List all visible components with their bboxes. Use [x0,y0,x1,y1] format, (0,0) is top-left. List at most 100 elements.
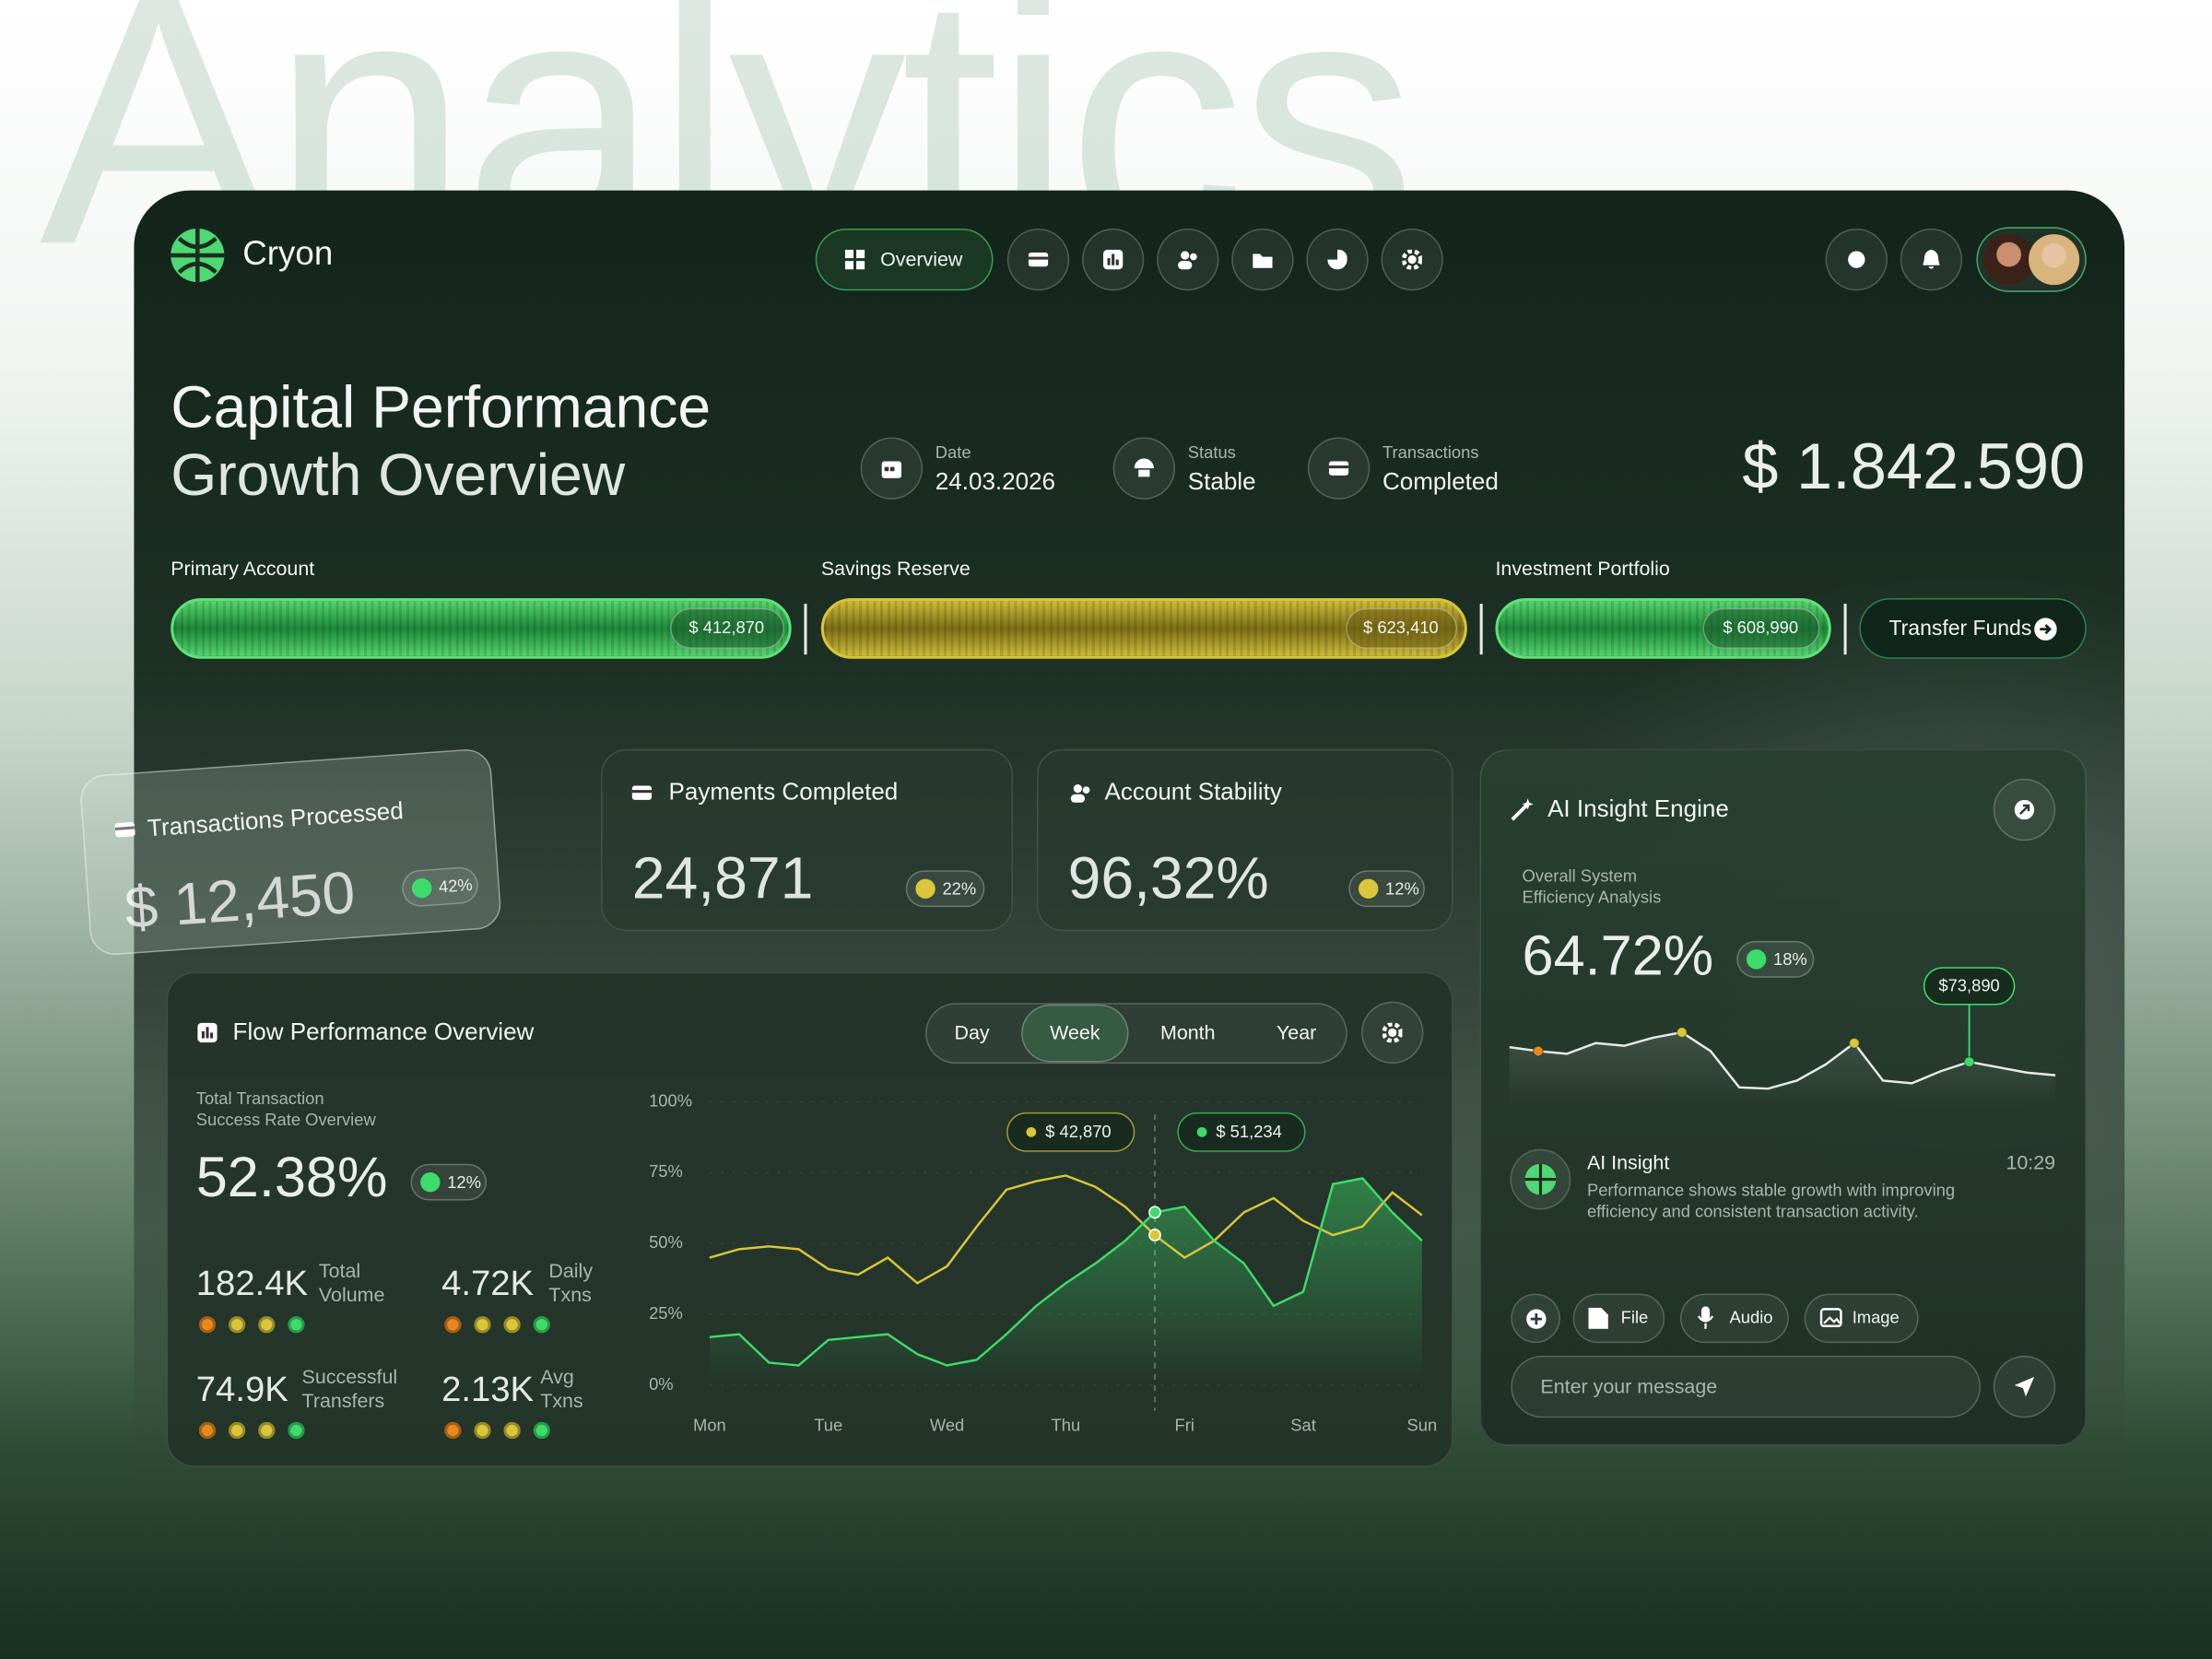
icon [1525,1308,1546,1329]
highlight-point [1676,1026,1688,1039]
attach-file[interactable] [1572,1293,1665,1344]
highlight-point [1532,1045,1545,1057]
stat-value: 24,871 [631,844,814,912]
message-text: efficiency and consistent transaction ac… [1586,1201,1919,1222]
icon [1511,798,1534,821]
search-button[interactable] [1825,228,1888,291]
panel-title: Flow Performance Overview [232,1018,535,1045]
attach-image[interactable] [1804,1293,1919,1344]
metric-value: 2.13K [441,1370,535,1410]
icon [1848,251,1865,268]
status-dot [444,1316,462,1334]
metric-label: Txns [540,1389,583,1412]
add-button[interactable] [1511,1293,1560,1344]
stat-card: Account Stability 96,32% 12% [1036,748,1453,932]
nav-cards[interactable] [1006,228,1070,291]
change-value: 12% [1385,878,1419,899]
icon [1028,252,1049,267]
nav-reports[interactable] [1081,228,1145,291]
success-rate: 52.38% [195,1147,388,1209]
attach-label: File [1620,1307,1649,1328]
account-label: Investment Portfolio [1495,556,1670,580]
stat-value: 96,32% [1067,844,1269,912]
message-input[interactable] [1511,1355,1981,1418]
change-pill: 12% [1348,870,1425,908]
expand-button[interactable] [1993,778,2056,841]
y-tick-label: 100% [649,1090,692,1110]
button-label: Transfer Funds [1888,616,2032,641]
total-balance: $ 1.842.590 [1742,429,2086,503]
nav-overview[interactable] [815,228,994,291]
icon [1588,1307,1608,1329]
avatar [1983,234,2035,286]
status-dot [198,1316,217,1334]
tab[interactable]: Day [954,1020,990,1044]
nav-users[interactable] [1157,228,1219,291]
metric-label: Daily [548,1259,594,1282]
tab-active[interactable] [1021,1004,1129,1063]
status-dot [444,1421,462,1440]
stat-title: Account Stability [1104,778,1282,806]
avatar-group[interactable] [1976,227,2087,292]
tab[interactable]: Week [1050,1020,1100,1044]
tab[interactable]: Month [1159,1020,1216,1044]
attach-label: Image [1852,1307,1900,1328]
metric-value: 4.72K [441,1264,535,1304]
meta-value: Stable [1187,467,1256,495]
change-pill: 22% [905,870,985,908]
icon [1134,458,1155,477]
meta-label: Date [935,442,971,463]
message-sender: AI Insight [1586,1150,1670,1173]
change-icon [1358,878,1379,899]
x-tick-label: Mon [693,1415,726,1434]
x-tick-label: Thu [1052,1415,1081,1434]
icon [844,249,865,270]
attach-audio[interactable] [1679,1293,1789,1344]
subtitle: Success Rate Overview [195,1110,376,1130]
send-button[interactable] [1993,1355,2056,1418]
meta-value: 24.03.2026 [935,467,1056,495]
change-value: 12% [447,1171,481,1193]
tab[interactable]: Year [1276,1020,1317,1044]
tooltip-dot [1196,1126,1207,1137]
icon [1070,784,1090,803]
tooltip [1177,1112,1306,1152]
tooltip-label: $ 42,870 [1045,1122,1111,1141]
metric-label: Volume [318,1283,385,1306]
icon [1178,251,1197,270]
icon [881,461,902,478]
icon [1328,461,1349,476]
y-tick-label: 25% [649,1303,683,1323]
icon [631,785,653,800]
meta-label: Status [1187,442,1236,463]
y-tick-label: 50% [649,1232,683,1252]
icon [1402,249,1422,270]
settings-button[interactable] [1361,1001,1424,1065]
nav-analytics[interactable] [1306,228,1369,291]
metric-label: Txns [548,1283,592,1306]
amount-pill [1702,607,1820,650]
subtitle: Total Transaction [195,1088,324,1109]
status-dot [533,1316,550,1334]
nav-settings[interactable] [1381,228,1443,291]
change-value: 18% [1772,949,1807,970]
nav-files[interactable] [1231,228,1294,291]
x-tick-label: Tue [814,1415,842,1434]
stat-title: Payments Completed [668,778,899,806]
highlight-point [1848,1037,1860,1049]
x-tick-label: Wed [930,1415,964,1434]
notifications-button[interactable] [1900,228,1963,291]
metric-value: 182.4K [195,1264,309,1304]
status-dot [228,1316,246,1334]
x-tick-label: Sat [1290,1415,1316,1434]
area [1509,1032,2056,1108]
tooltip [1923,967,2016,1006]
account-amount: $ 623,410 [1363,618,1439,638]
tooltip-dot [1026,1126,1037,1137]
status-dot [503,1316,521,1334]
highlight-point [1148,1229,1161,1241]
icon [1102,249,1124,270]
